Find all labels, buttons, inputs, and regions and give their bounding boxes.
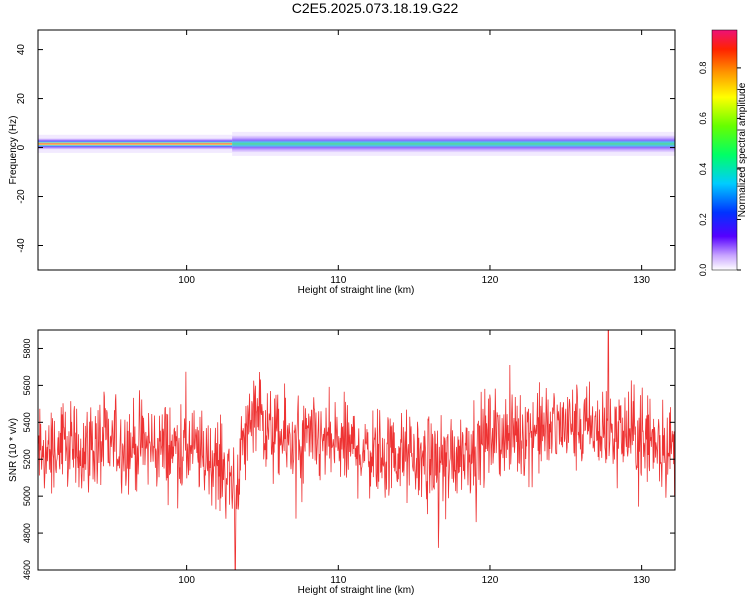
y-tick-label: 5200 [22, 449, 32, 469]
colorbar-tick-label: 0.0 [698, 264, 708, 277]
x-tick-label: 130 [633, 575, 650, 586]
y-tick-label: -20 [16, 189, 27, 204]
x-tick-label: 120 [482, 275, 499, 286]
colorbar: 0.0 0.2 0.4 0.6 0.8 Normalized spectral ampl… [698, 29, 748, 277]
spectrogram-x-ticks: 100 110 120 130 [178, 30, 650, 286]
y-tick-label: 5000 [22, 486, 32, 506]
colorbar-tick-label: 0.6 [698, 112, 708, 125]
spectrogram-y-ticks: -40 -20 0 20 40 [16, 44, 675, 253]
spectrogram-plot-area [38, 131, 675, 156]
y-tick-label: 4800 [22, 523, 32, 543]
snr-plot-area [37, 329, 676, 571]
figure-title: C2E5.2025.073.18.19.G22 [291, 0, 459, 16]
x-tick-label: 110 [330, 275, 346, 286]
spectral-band-halo-2 [232, 131, 675, 156]
y-tick-label: -40 [16, 238, 27, 253]
snr-xlabel: Height of straight line (km) [298, 585, 415, 596]
x-tick-label: 100 [178, 275, 195, 286]
spectral-band-segment-1 [38, 138, 233, 150]
snr-x-ticks: 100 110 120 130 [178, 330, 650, 586]
snr-frame [37, 329, 676, 571]
y-tick-label: 5400 [22, 412, 32, 432]
y-tick-label: 5600 [22, 375, 32, 395]
spectrogram-panel: 100 110 120 130 -40 -20 0 20 40 Height of strai… [8, 29, 676, 296]
colorbar-tick-label: 0.8 [698, 62, 708, 75]
x-tick-label: 100 [178, 575, 195, 586]
snr-y-ticks: 4600 4800 5000 5200 5400 5600 5800 [22, 338, 675, 580]
y-tick-label: 5800 [22, 338, 32, 358]
colorbar-ticks: 0.0 0.2 0.4 0.6 0.8 [698, 62, 741, 277]
spectrogram-frame [37, 29, 676, 271]
snr-panel: 100 110 120 130 4600 4800 5000 5200 5400 5600 580… [8, 329, 676, 596]
x-tick-label: 110 [330, 575, 346, 586]
y-tick-label: 20 [16, 93, 27, 105]
x-tick-label: 120 [482, 575, 499, 586]
spectrogram-xlabel: Height of straight line (km) [298, 285, 415, 296]
colorbar-tick-label: 0.2 [698, 213, 708, 226]
spectral-band-halo-1 [38, 134, 233, 153]
y-tick-label: 40 [16, 44, 27, 56]
colorbar-gradient [711, 29, 738, 271]
spectral-band-segment-2 [232, 135, 675, 153]
spectrogram-ylabel: Frequency (Hz) [8, 116, 19, 185]
colorbar-label: Normalized spectral amplitude [737, 82, 748, 217]
colorbar-tick-label: 0.4 [698, 163, 708, 176]
y-tick-label: 4600 [22, 560, 32, 580]
x-tick-label: 130 [633, 275, 650, 286]
snr-ylabel: SNR (10 * v/v) [8, 418, 19, 482]
snr-series-line [37, 329, 676, 571]
y-tick-label: 0 [16, 144, 27, 150]
